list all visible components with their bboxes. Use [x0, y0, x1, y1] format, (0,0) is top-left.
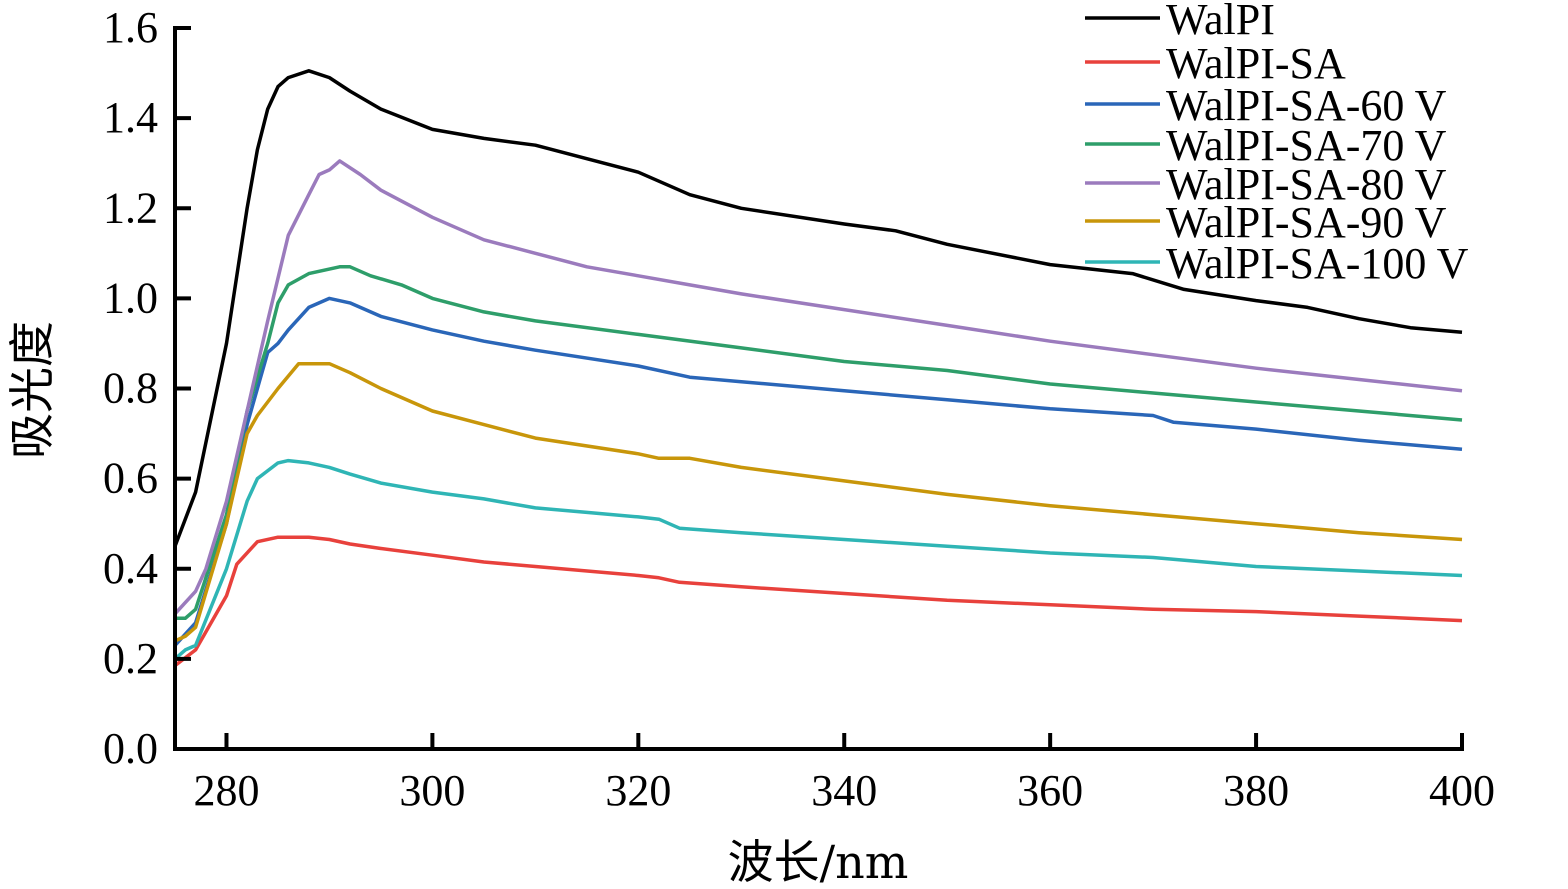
y-tick-label: 0.2	[103, 634, 158, 683]
x-tick-label: 280	[193, 766, 259, 815]
x-tick-label: 400	[1429, 766, 1495, 815]
y-tick-label: 0.8	[103, 364, 158, 413]
x-tick-label: 360	[1017, 766, 1083, 815]
y-tick-label: 1.6	[103, 3, 158, 52]
legend-label: WalPI-SA-100 V	[1166, 239, 1469, 288]
y-tick-label: 0.0	[103, 724, 158, 773]
series-line-2	[173, 296, 1463, 647]
y-tick-label: 1.2	[103, 183, 158, 232]
y-tick-label: 0.4	[103, 544, 158, 593]
series-line-1	[173, 535, 1463, 667]
legend-label: WalPI-SA-60 V	[1166, 81, 1447, 130]
x-tick-label: 320	[605, 766, 671, 815]
x-tick-label: 340	[811, 766, 877, 815]
series-line-4	[173, 159, 1463, 615]
legend-label: WalPI	[1166, 0, 1275, 44]
series-lines	[173, 69, 1463, 667]
legend-label: WalPI-SA-90 V	[1166, 198, 1447, 247]
x-ticks: 280 300 320 340 360 380 400	[193, 733, 1495, 815]
x-tick-label: 380	[1223, 766, 1289, 815]
y-tick-label: 1.0	[103, 273, 158, 322]
x-axis-label: 波长/nm	[728, 835, 909, 889]
y-ticks: 0.0 0.2 0.4 0.6 0.8 1.0 1.2 1.4 1.6	[103, 3, 191, 773]
y-tick-label: 0.6	[103, 454, 158, 503]
legend-label: WalPI-SA	[1166, 39, 1346, 88]
series-line-6	[173, 458, 1463, 661]
legend-label: WalPI-SA-80 V	[1166, 160, 1447, 209]
legend-label: WalPI-SA-70 V	[1166, 121, 1447, 170]
x-tick-label: 300	[399, 766, 465, 815]
series-line-0	[173, 69, 1463, 547]
y-axis-label: 吸光度	[5, 321, 59, 459]
y-tick-label: 1.4	[103, 93, 158, 142]
series-line-5	[174, 361, 1463, 643]
